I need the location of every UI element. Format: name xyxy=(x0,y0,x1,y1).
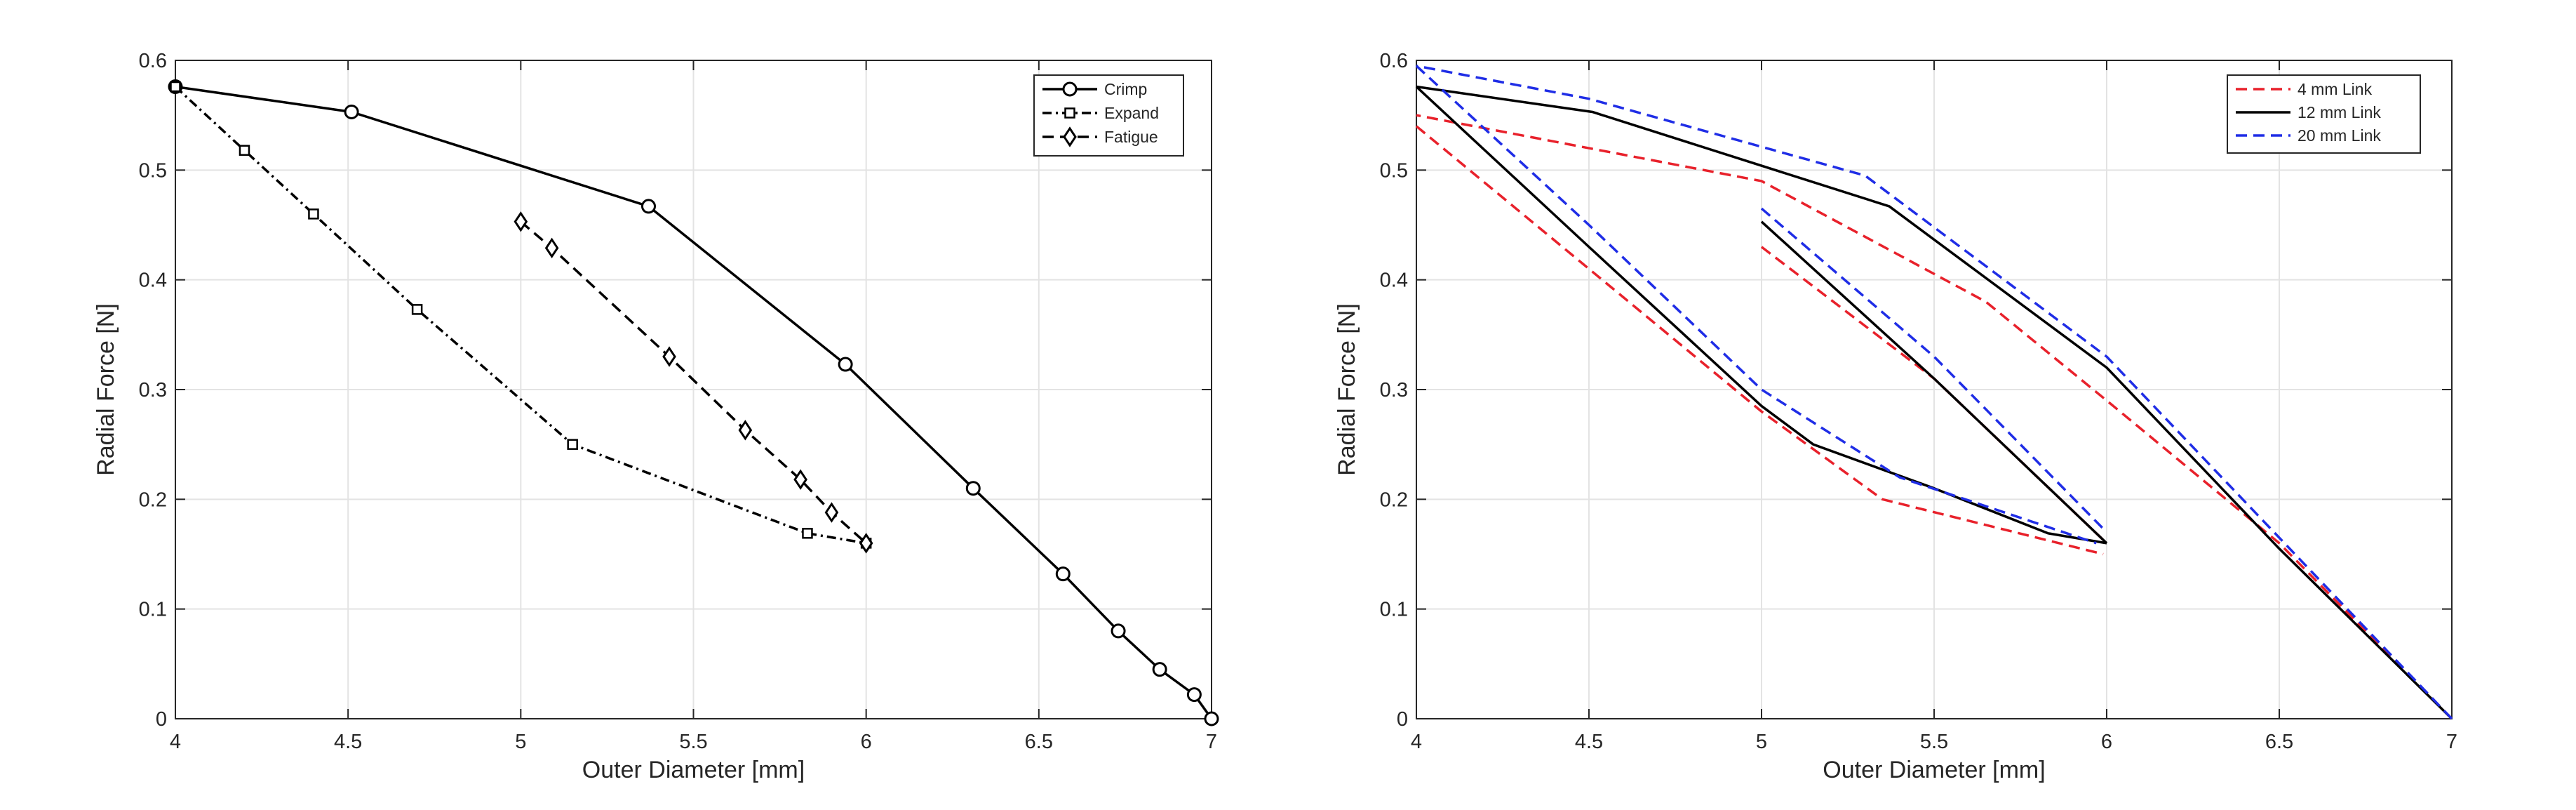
series-line xyxy=(1415,86,2107,545)
x-tick-label: 5 xyxy=(1756,731,1767,753)
y-tick-label: 0.2 xyxy=(139,489,167,511)
series-20-mm-link xyxy=(1415,65,2453,720)
y-tick-label: 0.3 xyxy=(1380,379,1408,401)
series-line xyxy=(1416,65,2453,720)
legend-marker xyxy=(1062,81,1078,97)
legend-label: Expand xyxy=(1104,104,1159,122)
data-point-marker xyxy=(1055,566,1071,582)
series-line xyxy=(1760,207,2108,533)
y-tick-label: 0.4 xyxy=(139,270,167,292)
y-tick-label: 0.6 xyxy=(139,50,167,72)
data-point-marker xyxy=(1186,687,1202,703)
x-tick-label: 4.5 xyxy=(334,731,362,753)
series-12-mm-link xyxy=(1415,85,2453,720)
x-axis-label: Outer Diameter [mm] xyxy=(1823,757,2045,783)
y-tick-label: 0.6 xyxy=(1380,50,1408,72)
x-tick-label: 6.5 xyxy=(2265,731,2293,753)
series-line xyxy=(1760,220,2108,545)
x-axis-label: Outer Diameter [mm] xyxy=(582,757,805,783)
series-line xyxy=(1415,125,2104,556)
series-line xyxy=(1415,65,2097,545)
legend: Crimp Expand Fatigue xyxy=(1033,74,1184,157)
data-point-marker xyxy=(239,145,250,156)
x-tick-label: 6.5 xyxy=(1025,731,1053,753)
y-axis-label: Radial Force [N] xyxy=(1334,303,1360,476)
y-tick-label: 0.2 xyxy=(1380,489,1408,511)
y-tick-label: 0 xyxy=(156,708,167,731)
data-point-marker xyxy=(859,533,873,554)
data-point-marker xyxy=(344,104,359,119)
data-point-marker xyxy=(1204,711,1219,726)
y-tick-label: 0.5 xyxy=(1380,159,1408,182)
data-point-marker xyxy=(1152,662,1167,677)
series-fatigue xyxy=(514,211,873,554)
data-point-marker xyxy=(802,528,813,539)
legend-label: Fatigue xyxy=(1104,128,1158,146)
data-point-marker xyxy=(662,346,676,367)
x-tick-label: 6 xyxy=(2101,731,2112,753)
data-point-marker xyxy=(411,304,423,315)
legend-label: 4 mm Link xyxy=(2297,80,2373,98)
data-point-marker xyxy=(1111,623,1126,639)
legend-label: 12 mm Link xyxy=(2297,103,2381,121)
y-axis-label: Radial Force [N] xyxy=(93,303,119,476)
series-line xyxy=(1416,85,2453,720)
x-tick-label: 4.5 xyxy=(1575,731,1603,753)
x-tick-label: 7 xyxy=(1206,731,1217,753)
y-tick-label: 0.3 xyxy=(139,379,167,401)
legend-label: 20 mm Link xyxy=(2297,126,2381,145)
y-tick-label: 0.1 xyxy=(139,599,167,621)
x-tick-label: 5 xyxy=(515,731,526,753)
y-tick-label: 0 xyxy=(1397,708,1408,731)
y-tick-label: 0.1 xyxy=(1380,599,1408,621)
data-point-marker xyxy=(965,481,981,496)
legend-marker xyxy=(1063,126,1077,147)
data-point-marker xyxy=(170,81,181,93)
legend-marker xyxy=(1064,107,1075,119)
data-point-marker xyxy=(793,469,807,490)
data-point-marker xyxy=(838,357,853,372)
x-tick-label: 4 xyxy=(1411,731,1422,753)
series-line xyxy=(1416,114,2453,720)
data-point-marker xyxy=(308,208,319,220)
x-tick-label: 6 xyxy=(861,731,872,753)
right-chart-panel: 4 4.5 5 5.5 6 6.5 7 0 0.1 0.2 0.3 0.4 0.5 0.6 Outer Di… xyxy=(1334,50,2457,783)
legend: 4 mm Link 12 mm Link 20 mm Link xyxy=(2227,74,2421,154)
series-line xyxy=(175,85,1213,720)
data-point-marker xyxy=(640,199,656,214)
data-point-marker xyxy=(514,211,528,232)
left-chart-panel: 4 4.5 5 5.5 6 6.5 7 0 0.1 0.2 0.3 0.4 0.5 0.6 Outer Di… xyxy=(93,50,1219,783)
data-point-marker xyxy=(567,439,578,450)
legend-label: Crimp xyxy=(1104,80,1147,98)
x-tick-label: 4 xyxy=(170,731,181,753)
data-point-marker xyxy=(738,420,753,441)
data-point-marker xyxy=(544,237,559,259)
y-tick-label: 0.4 xyxy=(1380,270,1408,292)
x-tick-label: 5.5 xyxy=(679,731,707,753)
x-tick-label: 7 xyxy=(2446,731,2457,753)
x-tick-label: 5.5 xyxy=(1920,731,1948,753)
data-point-marker xyxy=(824,502,839,523)
y-tick-label: 0.5 xyxy=(139,159,167,182)
